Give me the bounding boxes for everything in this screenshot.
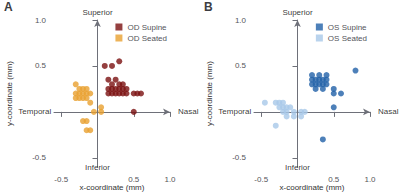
- svg-text:-0.5: -0.5: [232, 153, 246, 162]
- svg-text:Temporal: Temporal: [218, 107, 251, 116]
- svg-text:Inferior: Inferior: [285, 163, 310, 172]
- svg-text:-0.5: -0.5: [254, 175, 268, 184]
- svg-text:0.5: 0.5: [35, 61, 47, 70]
- svg-text:0.5: 0.5: [235, 61, 247, 70]
- svg-text:-0.5: -0.5: [54, 175, 68, 184]
- svg-text:Superior: Superior: [282, 8, 313, 17]
- svg-text:1.0: 1.0: [235, 16, 247, 25]
- svg-text:Temporal: Temporal: [18, 107, 51, 116]
- svg-text:0.5: 0.5: [328, 175, 340, 184]
- svg-text:Inferior: Inferior: [85, 163, 110, 172]
- svg-text:OS Seated: OS Seated: [328, 34, 367, 43]
- svg-text:0.5: 0.5: [128, 175, 140, 184]
- svg-text:x-coordinate (mm): x-coordinate (mm): [280, 183, 345, 192]
- svg-text:OD Supine: OD Supine: [127, 23, 167, 32]
- svg-text:-0.5: -0.5: [32, 153, 46, 162]
- svg-text:1.0: 1.0: [164, 175, 176, 184]
- svg-text:1.0: 1.0: [364, 175, 376, 184]
- svg-text:x-coordinate (mm): x-coordinate (mm): [80, 183, 145, 192]
- svg-text:Nasal: Nasal: [178, 107, 199, 116]
- svg-text:OD Seated: OD Seated: [127, 34, 167, 43]
- svg-text:Nasal: Nasal: [378, 107, 399, 116]
- svg-text:OS Supine: OS Supine: [328, 23, 367, 32]
- svg-text:y-coordinate (mm): y-coordinate (mm): [5, 61, 14, 126]
- svg-text:y-coordinate (mm): y-coordinate (mm): [205, 61, 214, 126]
- svg-text:B: B: [204, 0, 213, 14]
- svg-text:Superior: Superior: [82, 8, 113, 17]
- svg-text:A: A: [4, 0, 13, 14]
- svg-text:1.0: 1.0: [35, 16, 47, 25]
